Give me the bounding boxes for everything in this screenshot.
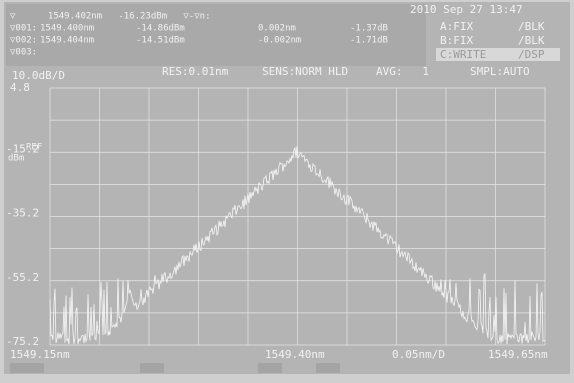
average: AVG: 1 xyxy=(376,65,429,78)
datetime: 2010 Sep 27 13:47 xyxy=(410,3,523,16)
marker-header: ▽ 1549.402nm -16.23dBm ▽-▽n: xyxy=(10,12,210,22)
sampling: SMPL:AUTO xyxy=(470,65,530,78)
x-span: 0.05nm/D xyxy=(392,348,445,361)
marker-label: ▽001: xyxy=(10,24,37,34)
y-label: -55.2 xyxy=(6,271,39,284)
sensitivity: SENS:NORM HLD xyxy=(262,65,348,78)
trace-name: C:WRITE xyxy=(440,48,486,61)
y-label: -35.2 xyxy=(6,207,39,220)
softkey[interactable] xyxy=(258,363,282,373)
trace-name: B:FIX xyxy=(440,34,473,47)
marker-label: ▽002: xyxy=(10,36,37,46)
marker-delta-power: -1.37dB xyxy=(350,24,388,34)
marker-power: -14.86dBm xyxy=(136,24,185,34)
y-label: 4.8 xyxy=(10,81,30,94)
softkey[interactable] xyxy=(140,363,164,373)
unit-label: dBm xyxy=(8,154,24,164)
ref-label: REF xyxy=(26,143,42,153)
x-start: 1549.15nm xyxy=(10,348,70,361)
trace-mode: /DSP xyxy=(518,48,545,61)
x-stop: 1549.65nm xyxy=(488,348,548,361)
marker-wavelength: 1549.400nm xyxy=(40,24,94,34)
marker-delta-wavelength: -0.002nm xyxy=(258,36,301,46)
screen-photo: 2010 Sep 27 13:47 ▽ 1549.402nm -16.23dBm… xyxy=(0,0,574,379)
x-center: 1549.40nm xyxy=(265,348,325,361)
softkey[interactable] xyxy=(10,363,44,373)
trace-mode: /BLK xyxy=(518,34,545,47)
marker-delta-power: -1.71dB xyxy=(350,36,388,46)
trace-mode: /BLK xyxy=(518,20,545,33)
marker-wavelength: 1549.404nm xyxy=(40,36,94,46)
page: {"status": {"datetime": "2010 Sep 27 13:… xyxy=(0,0,574,379)
y-label: -75.2 xyxy=(6,335,39,348)
marker-label: ▽003: xyxy=(10,48,37,58)
marker-delta-wavelength: 0.002nm xyxy=(258,24,296,34)
resolution: RES:0.01nm xyxy=(162,65,229,78)
trace-name: A:FIX xyxy=(440,20,473,33)
softkey[interactable] xyxy=(316,363,340,373)
marker-power: -14.51dBm xyxy=(136,36,185,46)
